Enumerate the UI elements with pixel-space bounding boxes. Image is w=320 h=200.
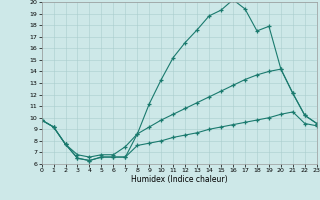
X-axis label: Humidex (Indice chaleur): Humidex (Indice chaleur) — [131, 175, 228, 184]
